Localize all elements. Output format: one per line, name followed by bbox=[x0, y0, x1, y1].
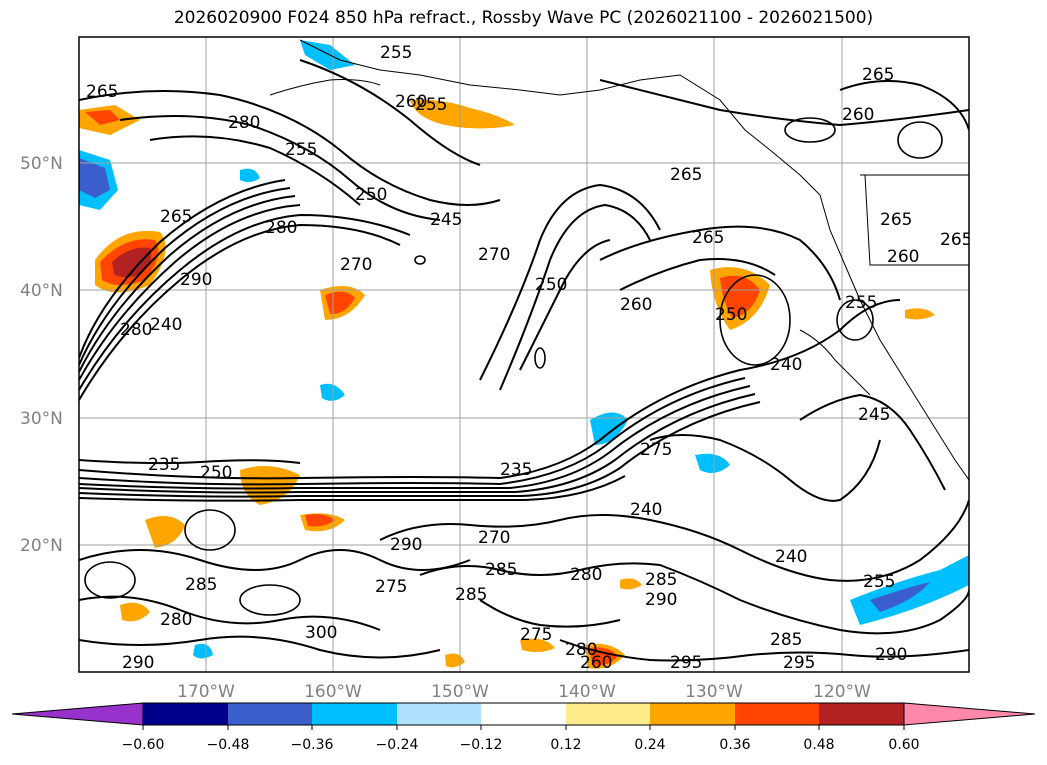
contour-label: 260 bbox=[620, 295, 652, 315]
contour-label: 300 bbox=[305, 623, 337, 643]
contour-label: 245 bbox=[430, 210, 462, 230]
contour-label: 280 bbox=[228, 113, 260, 133]
colorbar-over-extension bbox=[903, 702, 1036, 726]
colorbar-tick-label: 0.24 bbox=[634, 737, 665, 753]
contour-label: 295 bbox=[670, 653, 702, 673]
contour-label: 255 bbox=[845, 293, 877, 313]
colorbar-segment bbox=[143, 703, 228, 725]
contour-label: 240 bbox=[775, 547, 807, 567]
contour-label: 250 bbox=[715, 305, 747, 325]
contour-label: 280 bbox=[160, 610, 192, 630]
colorbar-tick-label: 0.36 bbox=[719, 737, 750, 753]
contour-label: 240 bbox=[630, 500, 662, 520]
contour-label: 270 bbox=[478, 245, 510, 265]
colorbar-segment bbox=[566, 703, 650, 725]
contour-label: 255 bbox=[415, 95, 447, 115]
contour-label: 290 bbox=[390, 535, 422, 555]
contour-label: 265 bbox=[862, 65, 894, 85]
colorbar-tick-label: 0.48 bbox=[803, 737, 834, 753]
contour-label: 275 bbox=[520, 625, 552, 645]
contour-label: 285 bbox=[455, 585, 487, 605]
contour-label: 255 bbox=[285, 140, 317, 160]
colorbar-segment bbox=[650, 703, 735, 725]
closed-contours bbox=[84, 117, 943, 616]
contour-label: 250 bbox=[355, 185, 387, 205]
colorbar-tick-label: 0.12 bbox=[550, 737, 581, 753]
refractivity-contours bbox=[79, 59, 969, 662]
contour-label: 280 bbox=[120, 320, 152, 340]
contour-label: 265 bbox=[160, 207, 192, 227]
coastlines bbox=[269, 39, 969, 481]
contour-label: 280 bbox=[265, 218, 297, 238]
contour-label: 270 bbox=[340, 255, 372, 275]
colorbar-tick-label: −0.60 bbox=[122, 737, 165, 753]
graticule bbox=[79, 37, 969, 672]
figure-title: 2026020900 F024 850 hPa refract., Rossby… bbox=[173, 8, 874, 28]
colorbar-tick-label: 0.60 bbox=[888, 737, 919, 753]
contour-label: 295 bbox=[783, 653, 815, 673]
contour-label: 260 bbox=[842, 105, 874, 125]
contour-label: 255 bbox=[863, 572, 895, 592]
colorbar-segment bbox=[228, 703, 312, 725]
lon-label: 160°W bbox=[304, 682, 362, 702]
colorbar-tick-label: −0.24 bbox=[376, 737, 419, 753]
contour-label: 275 bbox=[640, 440, 672, 460]
lon-label: 130°W bbox=[685, 682, 743, 702]
contour-label: 290 bbox=[180, 270, 212, 290]
contour-label: 275 bbox=[375, 577, 407, 597]
contour-label: 290 bbox=[875, 645, 907, 665]
contour-label: 285 bbox=[485, 560, 517, 580]
colorbar-segment bbox=[397, 703, 481, 725]
contour-label: 280 bbox=[565, 640, 597, 660]
contour-label: 260 bbox=[580, 653, 612, 673]
contour-label: 240 bbox=[770, 355, 802, 375]
contour-label: 265 bbox=[86, 82, 118, 102]
lat-label: 20°N bbox=[20, 536, 63, 556]
contour-label: 265 bbox=[692, 228, 724, 248]
contour-label: 290 bbox=[645, 590, 677, 610]
colorbar-segment bbox=[312, 703, 397, 725]
contour-label: 255 bbox=[380, 43, 412, 63]
contour-label: 285 bbox=[185, 575, 217, 595]
colorbar-tick-label: −0.36 bbox=[291, 737, 334, 753]
contour-label: 280 bbox=[570, 565, 602, 585]
contour-label: 240 bbox=[150, 315, 182, 335]
contour-labels: 265 255 260 255 250 245 280 270 265 255 … bbox=[86, 43, 972, 673]
colorbar-under-extension bbox=[11, 702, 144, 726]
shaded-anomalies bbox=[79, 40, 969, 669]
longitude-labels: 170°W 160°W 150°W 140°W 130°W 120°W bbox=[177, 682, 871, 702]
latitude-labels: 50°N 40°N 30°N 20°N bbox=[20, 154, 63, 556]
contour-label: 260 bbox=[887, 247, 919, 267]
colorbar-tick-label: −0.48 bbox=[207, 737, 250, 753]
colorbar-segment bbox=[735, 703, 819, 725]
contour-label: 235 bbox=[500, 460, 532, 480]
lat-label: 50°N bbox=[20, 154, 63, 174]
contour-label: 290 bbox=[122, 653, 154, 673]
lon-label: 120°W bbox=[813, 682, 871, 702]
lon-label: 140°W bbox=[558, 682, 616, 702]
contour-label: 235 bbox=[148, 455, 180, 475]
lat-label: 30°N bbox=[20, 409, 63, 429]
contour-label: 265 bbox=[670, 165, 702, 185]
contour-label: 250 bbox=[200, 463, 232, 483]
colorbar-segment bbox=[481, 703, 566, 725]
contour-label: 265 bbox=[940, 230, 972, 250]
contour-label: 285 bbox=[645, 570, 677, 590]
map-panel: 265 255 260 255 250 245 280 270 265 255 … bbox=[79, 37, 972, 673]
colorbar-segment bbox=[819, 703, 904, 725]
contour-label: 250 bbox=[535, 275, 567, 295]
colorbar: −0.60 −0.48 −0.36 −0.24 −0.12 0.12 0.24 … bbox=[11, 702, 1036, 753]
contour-label: 270 bbox=[478, 528, 510, 548]
lon-label: 170°W bbox=[177, 682, 235, 702]
contour-label: 260 bbox=[395, 92, 427, 112]
contour-label: 265 bbox=[880, 210, 912, 230]
contour-label: 285 bbox=[770, 630, 802, 650]
colorbar-tick-label: −0.12 bbox=[460, 737, 503, 753]
lon-label: 150°W bbox=[431, 682, 489, 702]
map-frame bbox=[78, 36, 970, 673]
lat-label: 40°N bbox=[20, 281, 63, 301]
contour-label: 245 bbox=[858, 405, 890, 425]
